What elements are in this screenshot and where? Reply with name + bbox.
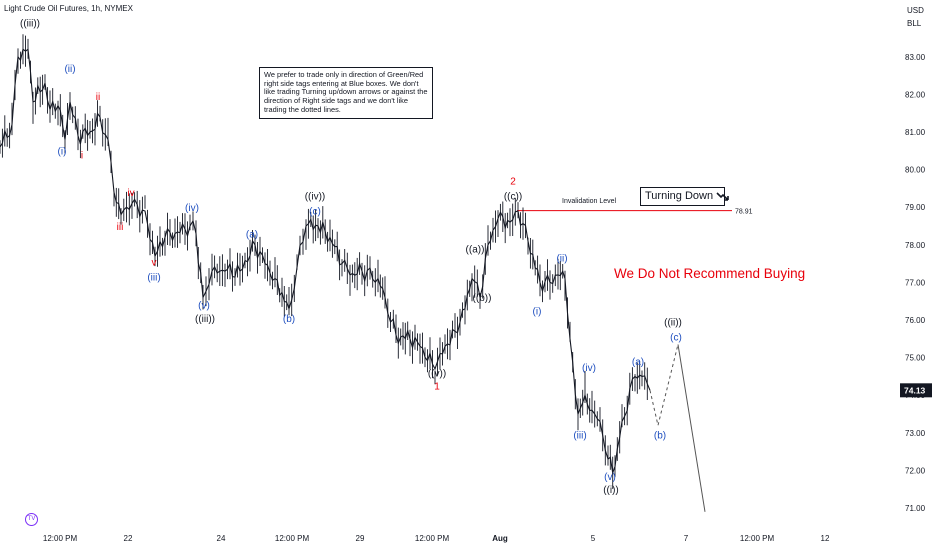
turning-down-label: Turning Down bbox=[645, 190, 714, 202]
wave-label: (b) bbox=[283, 314, 295, 325]
wave-label: (v) bbox=[198, 301, 210, 312]
projection-solid bbox=[677, 344, 706, 512]
x-tick-label: 22 bbox=[124, 534, 133, 543]
y-tick-label: 73.00 bbox=[905, 429, 926, 438]
x-tick-label: 12 bbox=[821, 534, 830, 543]
wave-label: ((v)) bbox=[428, 368, 446, 379]
y-tick-label: 72.00 bbox=[905, 466, 926, 475]
wave-label: v bbox=[152, 258, 157, 269]
arrow-down-right-icon bbox=[716, 192, 729, 201]
wave-label: iv bbox=[127, 188, 134, 199]
y-tick-label: 75.00 bbox=[905, 354, 926, 363]
price-axis: 71.0072.0073.0074.0075.0076.0077.0078.00… bbox=[905, 53, 926, 513]
invalidation-label: Invalidation Level bbox=[562, 198, 617, 205]
wave-label: (c) bbox=[309, 207, 321, 218]
last-price-value: 74.13 bbox=[904, 385, 926, 395]
y-tick-label: 78.00 bbox=[905, 241, 926, 250]
price-series bbox=[0, 34, 651, 489]
wave-label: ((i)) bbox=[603, 485, 619, 496]
x-tick-label: 24 bbox=[217, 534, 226, 543]
wave-label: ((c)) bbox=[504, 192, 522, 203]
x-tick-label: 12:00 PM bbox=[415, 534, 450, 543]
wave-label: (i) bbox=[533, 306, 542, 317]
wave-label: (iii) bbox=[573, 430, 586, 441]
wave-label: (i) bbox=[58, 147, 67, 158]
wave-label: (v) bbox=[604, 472, 616, 483]
wave-labels: ((iii)) (ii) ii (i) i iv iii (iv) ((iv)) (c) (a) v (… bbox=[20, 19, 682, 496]
last-price-tag: 74.13 bbox=[900, 383, 932, 398]
y-tick-label: 83.00 bbox=[905, 53, 926, 62]
wave-label: (ii) bbox=[64, 64, 75, 75]
x-tick-label: 5 bbox=[591, 534, 596, 543]
wave-label: ((iii)) bbox=[195, 314, 215, 325]
time-axis: 12:00 PM 22 24 12:00 PM 29 12:00 PM Aug 5 7 12:00… bbox=[43, 534, 830, 543]
wave-label: 1 bbox=[434, 382, 440, 393]
no-buy-warning: We Do Not Recommend Buying bbox=[614, 266, 806, 281]
wave-label: ((iv)) bbox=[305, 192, 326, 203]
invalidation-line: 78.91 bbox=[517, 209, 753, 216]
x-tick-label: Aug bbox=[492, 534, 508, 543]
turning-down-box: Turning Down bbox=[640, 187, 729, 206]
trading-note: We prefer to trade only in direction of … bbox=[259, 67, 433, 119]
y-tick-label: 80.00 bbox=[905, 166, 926, 175]
y-tick-label: 82.00 bbox=[905, 90, 926, 99]
wave-label: 2 bbox=[510, 177, 516, 188]
y-tick-label: 71.00 bbox=[905, 504, 926, 513]
y-tick-label: 77.00 bbox=[905, 278, 926, 287]
wave-label: ((a)) bbox=[466, 244, 485, 255]
projection-dashed bbox=[649, 344, 679, 426]
wave-label: (ii) bbox=[556, 254, 567, 265]
x-tick-label: 12:00 PM bbox=[740, 534, 775, 543]
y-tick-label: 76.00 bbox=[905, 316, 926, 325]
wave-label: (iv) bbox=[185, 203, 199, 214]
wave-label: ((b)) bbox=[473, 293, 492, 304]
x-tick-label: 12:00 PM bbox=[275, 534, 310, 543]
chart-title: Light Crude Oil Futures, 1h, NYMEX bbox=[4, 4, 133, 13]
x-tick-label: 7 bbox=[684, 534, 689, 543]
tradingview-logo[interactable]: TV bbox=[25, 513, 38, 526]
y-tick-label: 81.00 bbox=[905, 128, 926, 137]
currency-unit[interactable]: USD BLL bbox=[907, 4, 924, 30]
x-tick-label: 12:00 PM bbox=[43, 534, 78, 543]
x-tick-label: 29 bbox=[356, 534, 365, 543]
projection-path bbox=[649, 344, 706, 512]
wave-label: (a) bbox=[632, 357, 644, 368]
invalidation-value: 78.91 bbox=[735, 209, 753, 216]
wave-label: ii bbox=[96, 92, 100, 103]
wave-label: iii bbox=[117, 222, 124, 233]
wave-label: (b) bbox=[654, 430, 666, 441]
wave-label: (iii) bbox=[147, 273, 160, 284]
wave-label: ((iii)) bbox=[20, 19, 40, 30]
currency-label: USD bbox=[907, 6, 924, 15]
last-price-box bbox=[900, 383, 932, 398]
wave-label: (c) bbox=[670, 333, 682, 344]
wave-label: ((ii)) bbox=[664, 318, 682, 329]
wave-label: (a) bbox=[246, 229, 258, 240]
y-tick-label: 79.00 bbox=[905, 203, 926, 212]
wave-label: i bbox=[81, 150, 83, 161]
unit-label: BLL bbox=[907, 19, 922, 28]
wave-label: (iv) bbox=[582, 363, 596, 374]
